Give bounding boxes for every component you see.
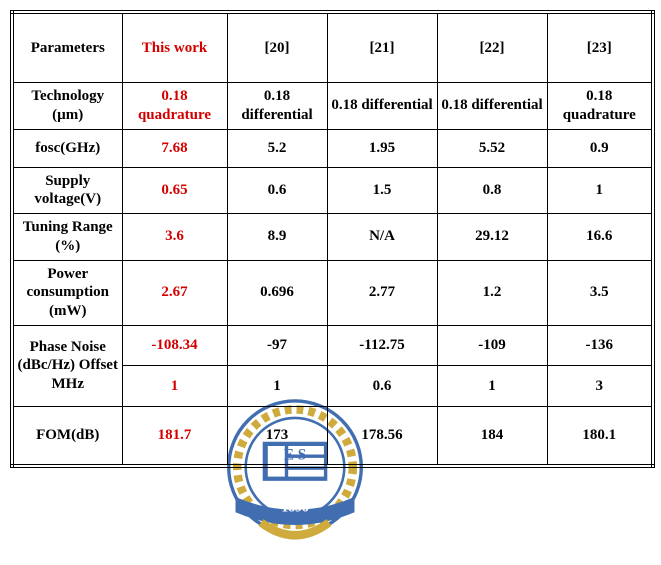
- cell: 29.12: [437, 214, 547, 261]
- cell: 1: [437, 366, 547, 407]
- cell: 0.18 differential: [437, 83, 547, 130]
- comparison-table: Parameters This work [20] [21] [22] [23]…: [10, 10, 655, 468]
- cell: 0.18 differential: [327, 83, 437, 130]
- col-header-ref23: [23]: [547, 12, 653, 83]
- cell: 1: [227, 366, 327, 407]
- table-row: fosc(GHz) 7.68 5.2 1.95 5.52 0.9: [12, 129, 653, 167]
- table-row: Tuning Range (%) 3.6 8.9 N/A 29.12 16.6: [12, 214, 653, 261]
- row-label: Technology (µm): [12, 83, 122, 130]
- cell: 0.8: [437, 167, 547, 214]
- cell: 0.18 differential: [227, 83, 327, 130]
- col-header-ref22: [22]: [437, 12, 547, 83]
- table-row: Technology (µm) 0.18 quadrature 0.18 dif…: [12, 83, 653, 130]
- cell: 0.65: [122, 167, 227, 214]
- row-label: fosc(GHz): [12, 129, 122, 167]
- col-header-parameters: Parameters: [12, 12, 122, 83]
- table-row: Supply voltage(V) 0.65 0.6 1.5 0.8 1: [12, 167, 653, 214]
- col-header-ref21: [21]: [327, 12, 437, 83]
- cell: -136: [547, 325, 653, 366]
- cell: 16.6: [547, 214, 653, 261]
- cell: -97: [227, 325, 327, 366]
- table-row: Phase Noise (dBc/Hz) Offset MHz -108.34 …: [12, 325, 653, 366]
- cell: -109: [437, 325, 547, 366]
- cell: 2.67: [122, 260, 227, 325]
- cell: 0.18 quadrature: [122, 83, 227, 130]
- row-label: FOM(dB): [12, 406, 122, 466]
- cell: 1.5: [327, 167, 437, 214]
- col-header-this-work: This work: [122, 12, 227, 83]
- cell: N/A: [327, 214, 437, 261]
- cell: 3: [547, 366, 653, 407]
- seal-year: 1896: [281, 499, 308, 514]
- cell: -108.34: [122, 325, 227, 366]
- row-label: Tuning Range (%): [12, 214, 122, 261]
- cell: -112.75: [327, 325, 437, 366]
- cell: 1: [122, 366, 227, 407]
- cell: 8.9: [227, 214, 327, 261]
- cell: 3.5: [547, 260, 653, 325]
- cell: 5.2: [227, 129, 327, 167]
- cell: 3.6: [122, 214, 227, 261]
- cell: 0.9: [547, 129, 653, 167]
- row-label: Power consumption (mW): [12, 260, 122, 325]
- cell: 181.7: [122, 406, 227, 466]
- table-row: Power consumption (mW) 2.67 0.696 2.77 1…: [12, 260, 653, 325]
- cell: 1.2: [437, 260, 547, 325]
- cell: 184: [437, 406, 547, 466]
- cell: 1.95: [327, 129, 437, 167]
- cell: 178.56: [327, 406, 437, 466]
- cell: 5.52: [437, 129, 547, 167]
- cell: 0.6: [227, 167, 327, 214]
- cell: 173: [227, 406, 327, 466]
- cell: 1: [547, 167, 653, 214]
- table-row: FOM(dB) 181.7 173 178.56 184 180.1: [12, 406, 653, 466]
- row-label: Supply voltage(V): [12, 167, 122, 214]
- cell: 7.68: [122, 129, 227, 167]
- table-header-row: Parameters This work [20] [21] [22] [23]: [12, 12, 653, 83]
- cell: 0.696: [227, 260, 327, 325]
- cell: 2.77: [327, 260, 437, 325]
- row-label: Phase Noise (dBc/Hz) Offset MHz: [12, 325, 122, 406]
- cell: 0.6: [327, 366, 437, 407]
- col-header-ref20: [20]: [227, 12, 327, 83]
- cell: 0.18 quadrature: [547, 83, 653, 130]
- cell: 180.1: [547, 406, 653, 466]
